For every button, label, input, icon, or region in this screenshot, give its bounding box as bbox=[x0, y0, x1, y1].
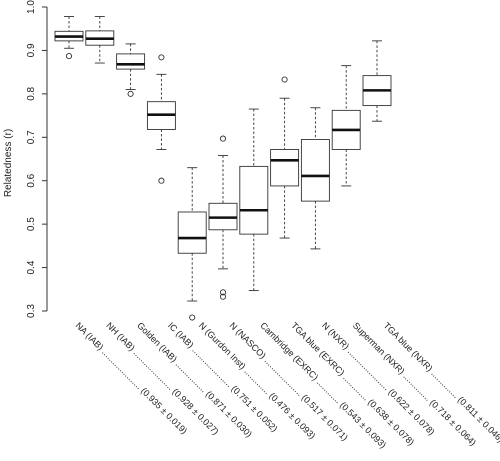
box-group bbox=[146, 54, 176, 184]
iqr-box bbox=[300, 139, 330, 202]
category-name: IC (IAB) bbox=[166, 320, 196, 350]
iqr-box bbox=[270, 148, 300, 187]
box-series bbox=[54, 16, 392, 321]
category-name: Cambridge (EXRC) bbox=[258, 320, 320, 382]
box-group bbox=[270, 76, 300, 239]
y-tick-label: 0.3 bbox=[26, 304, 37, 318]
iqr-box bbox=[239, 165, 269, 235]
y-tick-label: 0.5 bbox=[26, 217, 37, 231]
y-tick-label: 0.8 bbox=[26, 86, 37, 100]
box-group bbox=[208, 135, 238, 300]
outlier-point bbox=[127, 90, 134, 97]
box-group bbox=[331, 65, 361, 187]
y-tick-label: 0.9 bbox=[26, 43, 37, 57]
y-tick-label: 1.0 bbox=[26, 0, 37, 14]
box-group bbox=[85, 16, 115, 64]
outlier-point bbox=[65, 53, 73, 60]
outlier-point bbox=[219, 289, 227, 296]
category-labels: NA (IAB) ..................... (0.935 ± … bbox=[74, 320, 500, 450]
box-group bbox=[177, 167, 207, 321]
box-group bbox=[300, 107, 330, 250]
y-tick-label: 0.4 bbox=[26, 260, 37, 274]
box-group bbox=[362, 40, 392, 122]
outlier-point bbox=[281, 76, 288, 83]
box-group bbox=[239, 108, 269, 292]
category-name: NA (IAB) bbox=[74, 320, 106, 352]
category-label: NH (IAB) ..................... (0.928 ± … bbox=[104, 320, 220, 436]
outlier-point bbox=[158, 177, 165, 184]
leader-dots: ............ bbox=[313, 375, 345, 407]
category-label: Golden (IAB) ................ (0.871 ± 0… bbox=[135, 320, 254, 439]
y-tick-label: 0.6 bbox=[26, 173, 37, 187]
outlier-point bbox=[189, 314, 196, 321]
y-axis: 0.3 0.4 0.5 0.6 0.7 0.8 0.9 1.0 bbox=[26, 0, 48, 318]
y-axis-label: Relatedness (r) bbox=[3, 129, 14, 197]
category-name: N (NXR) bbox=[320, 320, 351, 351]
iqr-box bbox=[116, 53, 146, 70]
outlier-point bbox=[219, 135, 227, 142]
box-group bbox=[54, 16, 84, 60]
outlier-point bbox=[219, 293, 227, 300]
category-label: NA (IAB) ..................... (0.935 ± … bbox=[74, 320, 190, 436]
outlier-point bbox=[158, 54, 165, 61]
iqr-box bbox=[177, 211, 207, 254]
box-group bbox=[116, 43, 146, 97]
category-label: N (NXR) ...................... (0.622 ± … bbox=[320, 320, 437, 437]
category-label: IC (IAB) ..................... (0.751 ± … bbox=[166, 320, 280, 434]
y-tick-label: 0.7 bbox=[26, 130, 37, 144]
category-name: TGA blue (EXRC) bbox=[289, 320, 346, 377]
